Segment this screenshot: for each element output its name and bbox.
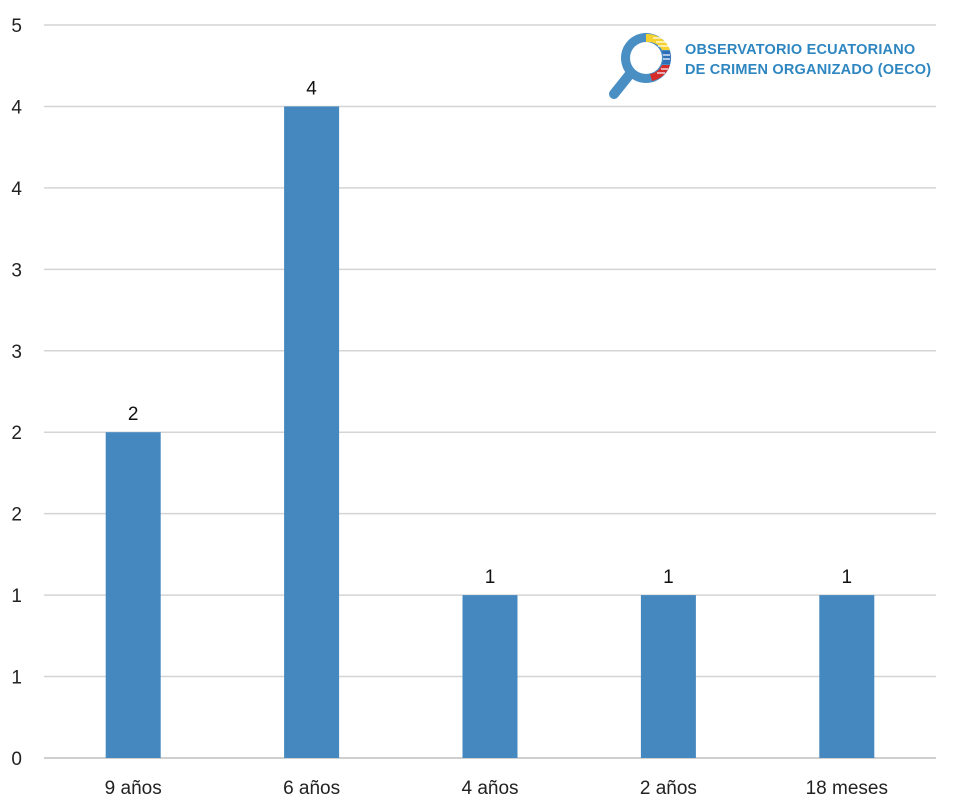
bar <box>819 595 875 758</box>
data-label: 1 <box>485 567 496 588</box>
bars <box>105 106 875 758</box>
y-tick-label: 0 <box>11 749 22 770</box>
data-label: 2 <box>128 404 139 425</box>
bar <box>462 595 518 758</box>
bar <box>640 595 696 758</box>
x-tick-label: 4 años <box>461 778 518 796</box>
logo-line-2: DE CRIMEN ORGANIZADO (OECO) <box>685 62 932 78</box>
y-tick-label: 1 <box>11 586 22 607</box>
x-tick-label: 2 años <box>640 778 697 796</box>
y-tick-label: 4 <box>11 97 22 118</box>
y-tick-label: 5 <box>11 16 22 37</box>
y-axis-ticks: 0 1 1 2 2 3 3 4 4 5 <box>11 16 22 770</box>
logo-text: OBSERVATORIO ECUATORIANO DE CRIMEN ORGAN… <box>685 40 931 80</box>
y-tick-label: 2 <box>11 423 22 444</box>
data-label: 1 <box>842 567 853 588</box>
gridlines <box>44 24 936 759</box>
bar <box>105 432 161 758</box>
y-tick-label: 4 <box>11 179 22 200</box>
bar <box>284 106 340 758</box>
data-labels: 2 4 1 1 1 <box>128 78 852 588</box>
y-tick-label: 1 <box>11 668 22 689</box>
y-tick-label: 3 <box>11 342 22 363</box>
data-label: 1 <box>663 567 674 588</box>
x-tick-label: 18 meses <box>806 778 888 796</box>
y-tick-label: 3 <box>11 260 22 281</box>
x-tick-label: 6 años <box>283 778 340 796</box>
data-label: 4 <box>306 78 317 99</box>
logo-line-1: OBSERVATORIO ECUATORIANO <box>685 42 916 58</box>
x-axis-ticks: 9 años 6 años 4 años 2 años 18 meses <box>105 778 888 796</box>
oeco-logo-icon <box>609 33 671 99</box>
x-tick-label: 9 años <box>105 778 162 796</box>
y-tick-label: 2 <box>11 505 22 526</box>
